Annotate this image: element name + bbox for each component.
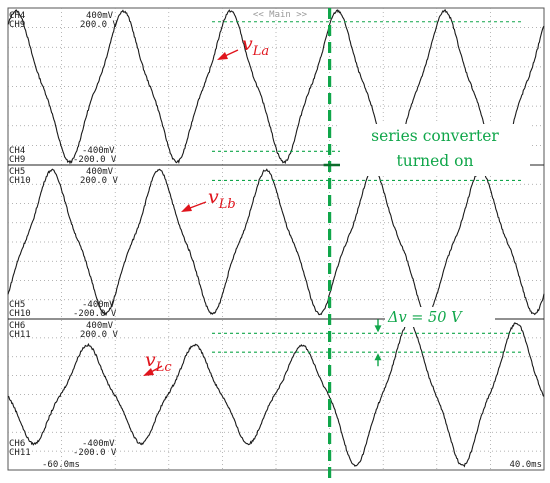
x-end-label: 40.0ms <box>509 460 542 470</box>
ch-top-a-label-3: CH6 <box>9 321 25 331</box>
annotation-backdrop <box>340 124 530 176</box>
ch-bot-b-scale-3: -200.0 V <box>73 448 117 458</box>
ch-top-b-label-1: CH9 <box>9 20 25 30</box>
ch-bot-a-scale-1: -400mV <box>82 146 115 156</box>
x-start-label: -60.0ms <box>42 460 80 470</box>
ch-bot-a-label-1: CH4 <box>9 146 25 156</box>
ch-bot-a-scale-3: -400mV <box>82 439 115 449</box>
signal-label-vlb: vLb <box>208 186 236 212</box>
trace-vLc <box>7 320 545 468</box>
ch-bot-a-scale-2: -400mV <box>82 300 115 310</box>
trace-vLa <box>7 9 545 165</box>
ch-bot-b-scale-2: -200.0 V <box>73 309 117 319</box>
trace-vLb <box>7 168 545 317</box>
ch-bot-b-label-2: CH10 <box>9 309 31 319</box>
ch-bot-a-label-2: CH5 <box>9 300 25 310</box>
ch-top-a-label-2: CH5 <box>9 167 25 177</box>
traces <box>7 9 545 468</box>
ch-top-b-scale-1: 200.0 V <box>80 20 119 30</box>
header-label: << Main >> <box>253 10 308 20</box>
ch-bot-b-label-3: CH11 <box>9 448 31 458</box>
ch-top-a-scale-2: 400mV <box>86 167 114 177</box>
signal-label-vlb-marker <box>181 201 207 212</box>
event-label-line2: turned on <box>397 152 474 170</box>
ch-bot-b-label-1: CH9 <box>9 155 25 165</box>
ch-top-b-label-2: CH10 <box>9 176 31 186</box>
signal-label-vlc-marker <box>143 365 163 376</box>
ch-bot-b-scale-1: -200.0 V <box>73 155 117 165</box>
ch-top-a-scale-1: 400mV <box>86 11 114 21</box>
ch-top-a-label-1: CH4 <box>9 11 25 21</box>
delta-arrow-bottom-head <box>374 353 382 361</box>
ch-top-b-label-3: CH11 <box>9 330 31 340</box>
ch-top-b-scale-3: 200.0 V <box>80 330 119 340</box>
delta-label: Δv = 50 V <box>387 310 463 326</box>
signal-label-vla: vLa <box>242 33 269 59</box>
ch-bot-a-label-3: CH6 <box>9 439 25 449</box>
delta-label-backdrop <box>385 307 495 327</box>
signal-label-vla-marker <box>217 49 239 60</box>
ch-top-b-scale-2: 200.0 V <box>80 176 119 186</box>
delta-arrow-top-head <box>374 325 382 333</box>
signal-label-vlc: vLc <box>145 349 172 375</box>
ch-top-a-scale-3: 400mV <box>86 321 114 331</box>
event-label-line1: series converter <box>371 127 499 145</box>
